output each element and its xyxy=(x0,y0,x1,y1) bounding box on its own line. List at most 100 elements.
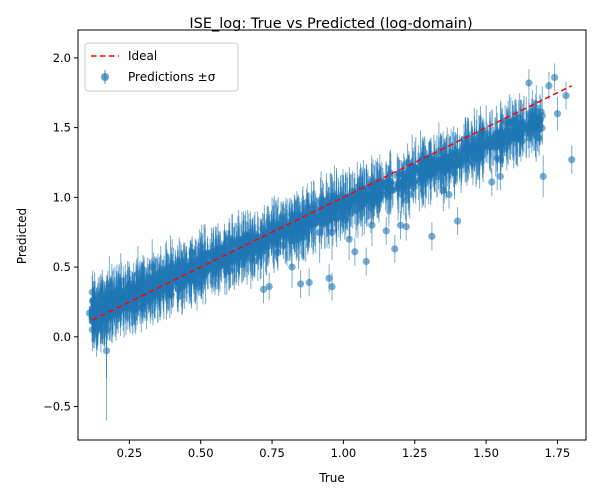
prediction-point xyxy=(211,269,220,278)
prediction-point xyxy=(223,268,231,276)
prediction-point xyxy=(352,207,360,215)
prediction-point xyxy=(325,274,333,282)
prediction-point xyxy=(495,136,503,144)
prediction-point xyxy=(351,248,359,256)
prediction-point xyxy=(85,309,94,317)
y-tick-label: 1.0 xyxy=(53,190,71,204)
prediction-point xyxy=(145,275,154,283)
prediction-point xyxy=(358,196,366,204)
prediction-point xyxy=(117,277,125,285)
y-tick-label: 1.5 xyxy=(53,121,71,135)
prediction-point xyxy=(349,198,357,207)
prediction-point xyxy=(482,129,490,138)
prediction-point xyxy=(391,245,399,253)
prediction-point xyxy=(217,262,225,270)
prediction-point xyxy=(173,276,182,284)
prediction-point xyxy=(318,208,326,216)
prediction-point xyxy=(360,187,369,196)
legend-predictions-label: Predictions ±σ xyxy=(128,70,216,84)
prediction-point xyxy=(341,216,349,224)
chart-title: ISE_log: True vs Predicted (log-domain) xyxy=(189,16,472,32)
prediction-point xyxy=(525,110,533,118)
x-tick-label: 1.00 xyxy=(331,446,357,460)
prediction-point xyxy=(215,245,223,253)
prediction-point xyxy=(365,193,373,202)
prediction-point xyxy=(528,117,536,125)
prediction-point xyxy=(375,195,384,203)
prediction-point xyxy=(147,291,155,300)
prediction-point xyxy=(476,129,484,137)
prediction-point xyxy=(259,285,268,293)
y-tick-label: 0.5 xyxy=(53,260,71,274)
prediction-point xyxy=(562,91,570,100)
prediction-point xyxy=(476,153,484,161)
prediction-point xyxy=(211,263,219,271)
prediction-point xyxy=(167,270,175,279)
prediction-point xyxy=(254,249,262,257)
prediction-point xyxy=(465,134,473,142)
prediction-point xyxy=(382,227,390,235)
prediction-point xyxy=(328,228,336,236)
x-axis-label: True xyxy=(318,471,345,485)
prediction-point xyxy=(182,263,191,271)
prediction-point xyxy=(482,137,490,146)
prediction-point xyxy=(239,244,247,253)
prediction-point xyxy=(374,186,382,194)
x-tick-label: 0.50 xyxy=(188,446,214,460)
prediction-point xyxy=(332,203,340,211)
prediction-point xyxy=(503,131,511,139)
plot-frame xyxy=(77,29,587,441)
prediction-point xyxy=(135,302,143,310)
x-tick-label: 0.25 xyxy=(117,446,143,460)
prediction-point xyxy=(136,276,144,285)
prediction-point xyxy=(386,169,395,177)
y-tick-label: 2.0 xyxy=(53,51,71,65)
prediction-point xyxy=(532,127,540,135)
prediction-point xyxy=(551,73,559,82)
prediction-point xyxy=(176,258,184,266)
prediction-point xyxy=(496,172,504,181)
prediction-point xyxy=(405,177,413,185)
legend: Ideal Predictions ±σ xyxy=(84,42,239,92)
prediction-point xyxy=(297,280,305,288)
prediction-point xyxy=(299,212,307,220)
prediction-point xyxy=(418,175,427,184)
prediction-point xyxy=(300,233,308,241)
x-axis-ticks: 0.25 0.50 0.75 1.00 1.25 1.50 1.75 xyxy=(117,440,570,460)
prediction-point xyxy=(265,282,273,291)
prediction-point xyxy=(299,225,307,233)
prediction-point xyxy=(316,228,324,237)
prediction-point xyxy=(553,110,562,118)
prediction-point xyxy=(545,82,553,90)
prediction-point xyxy=(150,283,159,291)
prediction-point xyxy=(469,159,477,167)
prediction-point xyxy=(93,321,101,329)
prediction-point xyxy=(402,171,411,179)
prediction-point xyxy=(125,291,133,299)
prediction-point xyxy=(247,255,255,263)
legend-predictions-marker-swatch xyxy=(101,73,109,81)
prediction-point xyxy=(453,151,462,160)
prediction-point xyxy=(344,207,352,215)
prediction-point xyxy=(166,290,174,298)
prediction-point xyxy=(328,282,336,291)
legend-box xyxy=(84,42,239,92)
prediction-point xyxy=(345,235,353,243)
prediction-point xyxy=(452,161,461,169)
prediction-point xyxy=(184,276,192,284)
prediction-point xyxy=(238,261,246,269)
prediction-point xyxy=(425,158,433,167)
prediction-point xyxy=(406,190,414,199)
prediction-point xyxy=(181,257,190,265)
prediction-point xyxy=(141,295,149,303)
prediction-point xyxy=(332,214,341,222)
prediction-point xyxy=(411,165,419,174)
prediction-point xyxy=(460,151,468,159)
x-tick-label: 1.25 xyxy=(402,446,428,460)
prediction-point xyxy=(127,280,135,288)
prediction-point xyxy=(410,183,418,191)
prediction-point xyxy=(206,253,214,262)
prediction-point xyxy=(439,186,447,194)
prediction-point xyxy=(339,200,348,208)
